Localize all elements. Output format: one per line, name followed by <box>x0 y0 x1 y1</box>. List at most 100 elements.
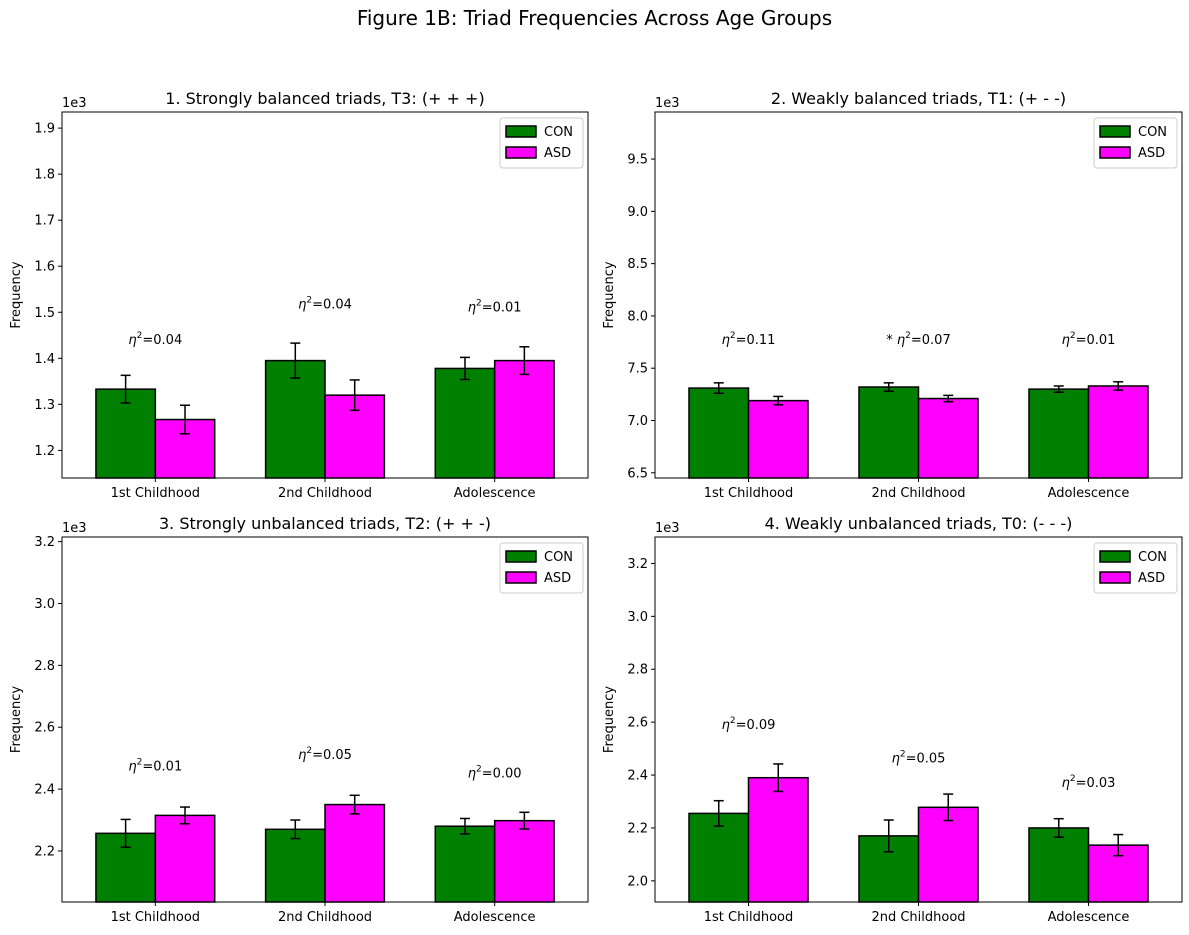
effect-size-label-1: η2=0.04 <box>128 331 182 348</box>
x-tick-label: Adolescence <box>454 910 536 925</box>
y-axis-label: Frequency <box>602 686 617 753</box>
legend-swatch-asd <box>505 571 537 584</box>
bar-asd-3 <box>493 359 555 479</box>
effect-size-label-1: η2=0.09 <box>722 716 776 733</box>
y-axis-label: Frequency <box>9 261 24 328</box>
y-tick-label: 1.5 <box>34 306 55 321</box>
x-tick-label: 1st Childhood <box>704 910 793 925</box>
legend: CON ASD <box>1093 542 1178 594</box>
legend-label-con: CON <box>544 125 573 140</box>
errorbar-asd-3 <box>519 346 530 376</box>
errorbar-asd-1 <box>773 395 784 406</box>
x-tick-label: 1st Childhood <box>111 486 200 501</box>
subplot-3: η2=0.01 η2=0.05 η2=0.00 2.2 2.4 2.6 2.8 3.0 3.2 1… <box>9 514 589 925</box>
legend-label-asd: ASD <box>544 146 571 161</box>
errorbar-asd-3 <box>1113 833 1124 857</box>
y-tick-label: 1.6 <box>34 260 55 275</box>
y-tick-label: 6.5 <box>627 466 648 481</box>
effect-size-label-3: η2=0.01 <box>1062 331 1116 348</box>
y-tick-label: 3.2 <box>627 557 648 572</box>
errorbar-con-3 <box>1053 817 1064 838</box>
legend-swatch-con <box>1099 550 1131 563</box>
y-tick-label: 2.4 <box>34 783 55 798</box>
bar-con-2 <box>858 386 920 479</box>
subplot-1: η2=0.04 η2=0.04 η2=0.01 1.2 1.3 1.4 1.5 1.6 1.7 1… <box>9 89 589 501</box>
axis-offset-text: 1e3 <box>62 521 87 536</box>
x-tick-label: 1st Childhood <box>111 910 200 925</box>
y-axis-label: Frequency <box>602 261 617 328</box>
legend: CON ASD <box>499 117 584 169</box>
bar-con-3 <box>1028 827 1090 903</box>
y-tick-label: 1.3 <box>34 398 55 413</box>
errorbar-con-2 <box>290 342 301 379</box>
errorbar-asd-2 <box>943 394 954 403</box>
subplot-title: 2. Weakly balanced triads, T1: (+ - -) <box>771 89 1066 108</box>
errorbar-con-3 <box>459 356 470 381</box>
y-tick-label: 2.8 <box>34 659 55 674</box>
legend-swatch-asd <box>505 146 537 159</box>
x-tick-label: Adolescence <box>1048 486 1130 501</box>
effect-size-label-2: * η2=0.07 <box>886 331 950 348</box>
bar-asd-3 <box>493 819 555 903</box>
effect-size-label-1: η2=0.01 <box>128 758 182 775</box>
y-tick-label: 1.2 <box>34 444 55 459</box>
x-tick-label: 1st Childhood <box>704 486 793 501</box>
bar-asd-1 <box>154 814 216 903</box>
errorbar-con-2 <box>290 819 301 840</box>
y-tick-label: 8.0 <box>627 309 648 324</box>
y-tick-label: 2.6 <box>627 716 648 731</box>
bar-con-2 <box>264 828 326 903</box>
subplot-title: 1. Strongly balanced triads, T3: (+ + +) <box>165 89 484 108</box>
effect-size-label-2: η2=0.04 <box>298 295 352 312</box>
x-tick-label: 2nd Childhood <box>871 910 965 925</box>
subplot-title: 3. Strongly unbalanced triads, T2: (+ + … <box>159 514 491 533</box>
effect-size-label-3: η2=0.01 <box>468 299 522 316</box>
errorbar-asd-3 <box>519 811 530 830</box>
errorbar-asd-2 <box>349 794 360 815</box>
y-tick-label: 8.5 <box>627 257 648 272</box>
errorbar-con-3 <box>459 817 470 835</box>
errorbar-con-3 <box>1053 385 1064 394</box>
y-tick-label: 9.0 <box>627 205 648 220</box>
axis-offset-text: 1e3 <box>655 96 680 111</box>
x-tick-label: 2nd Childhood <box>278 910 372 925</box>
y-tick-label: 2.4 <box>627 769 648 784</box>
y-tick-label: 3.0 <box>34 597 55 612</box>
bar-con-3 <box>1028 388 1090 479</box>
errorbar-asd-2 <box>943 793 954 822</box>
legend-swatch-con <box>505 550 537 563</box>
legend: CON ASD <box>1093 117 1178 169</box>
y-tick-label: 3.2 <box>34 535 55 550</box>
bar-con-3 <box>434 825 496 903</box>
y-tick-label: 7.0 <box>627 414 648 429</box>
bar-asd-2 <box>917 397 979 479</box>
legend-label-asd: ASD <box>544 571 571 586</box>
errorbar-con-1 <box>713 799 724 827</box>
effect-size-label-2: η2=0.05 <box>892 750 946 767</box>
errorbar-con-1 <box>120 374 131 404</box>
errorbar-asd-2 <box>349 379 360 412</box>
y-tick-label: 2.6 <box>34 721 55 736</box>
legend-label-con: CON <box>1138 550 1167 565</box>
x-tick-label: Adolescence <box>454 486 536 501</box>
x-tick-label: 2nd Childhood <box>871 486 965 501</box>
effect-size-label-2: η2=0.05 <box>298 746 352 763</box>
legend-swatch-asd <box>1099 146 1131 159</box>
legend-label-asd: ASD <box>1138 146 1165 161</box>
axis-offset-text: 1e3 <box>655 521 680 536</box>
y-tick-label: 2.2 <box>34 844 55 859</box>
errorbar-con-2 <box>883 382 894 392</box>
errorbar-con-1 <box>120 818 131 848</box>
y-tick-label: 1.8 <box>34 168 55 183</box>
errorbar-con-1 <box>713 382 724 395</box>
bar-asd-3 <box>1087 385 1149 479</box>
legend-swatch-asd <box>1099 571 1131 584</box>
subplot-4: η2=0.09 η2=0.05 η2=0.03 2.0 2.2 2.4 2.6 2.8 3.0 3… <box>602 514 1183 925</box>
subplot-2: η2=0.11 * η2=0.07 η2=0.01 6.5 7.0 7.5 8.0 8.5 9.… <box>602 89 1183 501</box>
effect-size-label-3: η2=0.03 <box>1062 774 1116 791</box>
legend-swatch-con <box>505 125 537 138</box>
y-tick-label: 1.7 <box>34 214 55 229</box>
y-tick-label: 9.5 <box>627 153 648 168</box>
errorbar-asd-1 <box>773 763 784 793</box>
y-tick-label: 2.0 <box>627 874 648 889</box>
